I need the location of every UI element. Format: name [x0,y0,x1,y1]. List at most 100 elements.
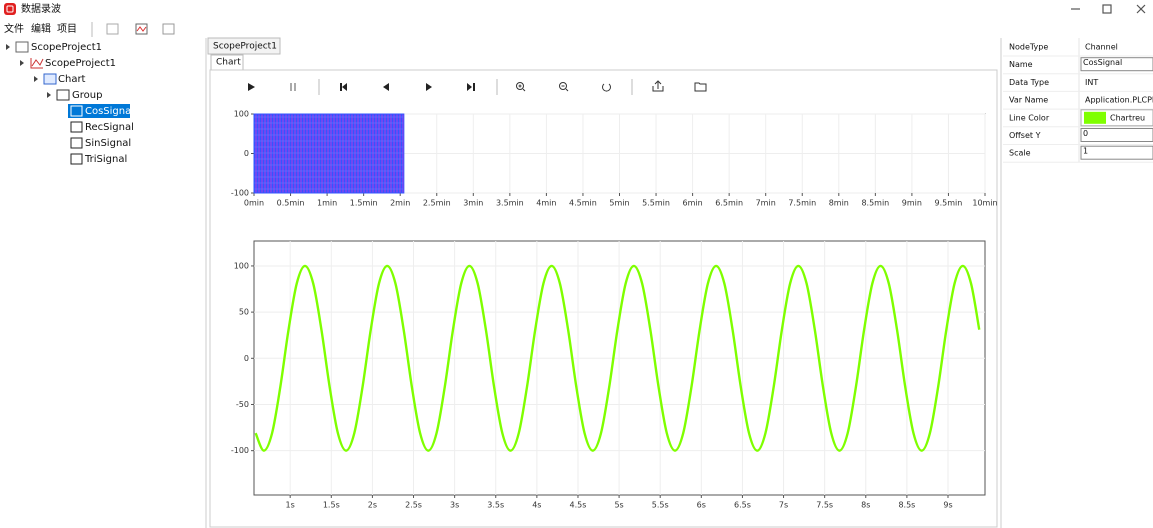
next-button[interactable] [426,83,432,91]
folder-icon [15,41,29,53]
property-name: Data Type [1009,78,1049,87]
x-tick-label: 1s [286,501,295,510]
x-tick-label: 4min [536,199,556,208]
expander[interactable] [47,92,51,98]
export-button[interactable] [652,80,664,92]
x-tick-label: 5min [609,199,629,208]
toolbar-button[interactable] [162,23,175,35]
signal-icon [70,121,83,133]
last-button[interactable] [467,83,475,91]
x-tick-label: 6s [697,501,706,510]
toolbar-button[interactable] [106,23,119,35]
charts: -100 0 100 0min 0.5min 1min 1.5min 2min 2.5min 3m… [231,110,998,510]
property-name: Name [1009,60,1033,69]
x-tick-label: 2.5min [423,199,451,208]
tab[interactable] [207,37,281,55]
reset-button[interactable] [602,83,611,92]
tree-item[interactable]: TriSignal [84,154,127,165]
pause-button[interactable] [290,83,296,91]
property-value: INT [1085,78,1098,87]
x-tick-label: 8.5s [898,501,915,510]
x-tick-label: 8min [829,199,849,208]
y-tick-label: 0 [244,149,249,158]
property-name: Var Name [1009,96,1048,105]
y-tick-label: 0 [244,354,249,363]
signal-icon [70,153,83,165]
x-tick-label: 8.5min [861,199,889,208]
input-box[interactable] [1080,128,1153,142]
menu-item[interactable]: 编辑 [31,22,51,35]
x-tick-label: 2.5s [405,501,422,510]
x-tick-label: 6.5s [734,501,751,510]
property-value: 0 [1083,129,1088,138]
x-tick-label: 2s [368,501,377,510]
prev-button[interactable] [383,83,389,91]
tree-item[interactable]: CosSignal [85,106,134,117]
input-box[interactable] [1080,145,1153,160]
expander[interactable] [20,60,24,66]
x-tick-label: 5s [614,501,623,510]
x-tick-label: 7.5s [816,501,833,510]
tree-item[interactable]: SinSignal [85,138,131,149]
y-tick-label: -100 [231,189,249,198]
x-tick-label: 4s [532,501,541,510]
property-value: Application.PLCPR [1085,96,1153,105]
x-tick-label: 6min [683,199,703,208]
property-value: Channel [1085,43,1118,52]
tree-item[interactable]: ScopeProject1 [45,58,116,69]
x-tick-label: 7s [779,501,788,510]
open-button[interactable] [694,82,707,92]
y-tick-label: 100 [234,110,249,119]
x-tick-label: 3s [450,501,459,510]
property-grid: NodeType Channel Name CosSignal Data Type INT… [1000,38,1153,528]
tree-item[interactable]: Chart [58,74,86,85]
x-tick-label: 4.5min [569,199,597,208]
project-icon [30,58,44,69]
x-tick-label: 5.5s [652,501,669,510]
y-tick-label: -50 [236,400,249,409]
x-tick-label: 8s [861,501,870,510]
menu-item[interactable]: 项目 [57,23,77,35]
menu-item[interactable]: 文件 [4,22,24,35]
play-button[interactable] [248,83,255,91]
chart-icon [43,73,57,85]
recorded-data [253,113,405,194]
window-title: 数据录波 [21,2,61,15]
x-tick-label: 7.5min [788,199,816,208]
tree-panel: ScopeProject1 ScopeProject1 Chart Group … [6,41,134,165]
tab-label[interactable]: ScopeProject1 [213,42,277,52]
tree-item[interactable]: Group [72,90,102,101]
signal-icon [70,137,83,149]
toolbar-button[interactable] [135,23,148,35]
tree-item[interactable]: ScopeProject1 [31,42,102,53]
input-box[interactable] [1080,57,1153,72]
tab-label[interactable]: Chart [216,58,241,68]
tree-item[interactable]: RecSignal [85,122,134,133]
x-tick-label: 10min [972,199,997,208]
chart-toolbar [248,79,707,95]
selection [68,104,130,118]
x-tick-label: 4.5s [570,501,587,510]
chart-area [209,69,998,528]
x-tick-label: 9min [902,199,922,208]
y-tick-label: -100 [231,446,249,455]
property-name: NodeType [1009,43,1048,52]
close-button[interactable] [1136,4,1146,14]
zoom-out-button[interactable] [559,82,567,90]
x-tick-label: 2min [390,199,410,208]
zoom-in-button[interactable] [516,82,524,90]
zoom-in-glyph [518,84,526,92]
x-tick-label: 1.5s [323,501,340,510]
maximize-button[interactable] [1102,4,1112,14]
app-icon [4,3,16,15]
x-tick-label: 3min [463,199,483,208]
expander[interactable] [6,44,10,50]
signal-line [254,264,981,452]
x-tick-label: 9s [943,501,952,510]
x-tick-label: 1.5min [350,199,378,208]
x-tick-label: 9.5min [935,199,963,208]
first-button[interactable] [340,83,347,91]
y-tick-label: 100 [234,261,249,270]
expander[interactable] [34,76,38,82]
